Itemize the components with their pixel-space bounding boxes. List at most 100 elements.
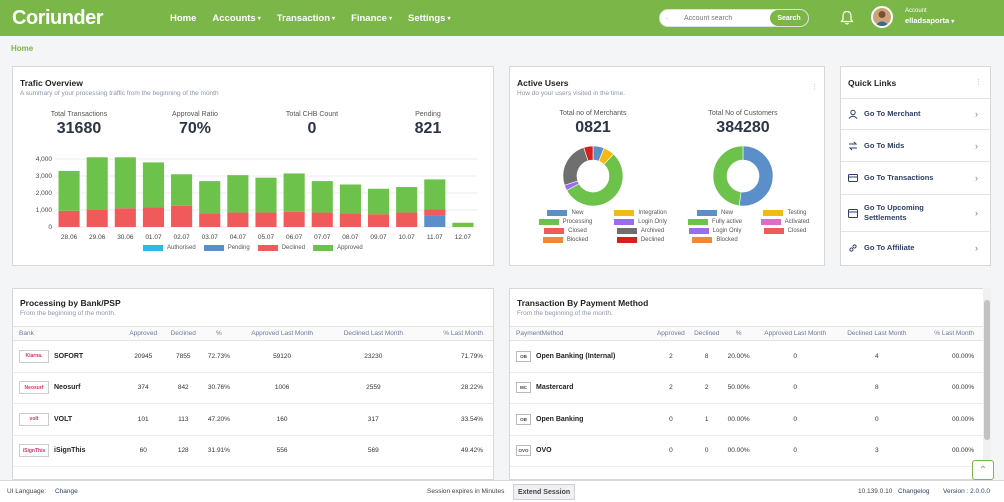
bar-pending-11.07[interactable] (424, 215, 446, 227)
changelog-link[interactable]: Changelog (898, 488, 930, 495)
legend-item-archived[interactable]: Archived (603, 228, 678, 234)
dropdown-icon[interactable]: · (665, 13, 669, 23)
change-language-link[interactable]: Change (55, 488, 78, 495)
column-header[interactable]: Declined Last Month (328, 326, 418, 341)
slice-processing[interactable] (566, 153, 624, 207)
legend-item-approved[interactable]: Approved (313, 245, 363, 251)
nav-item-transaction[interactable]: Transaction ▾ (277, 13, 335, 24)
bar-declined-06.07[interactable] (283, 211, 305, 227)
quick-link-go-to-upcoming-settlements[interactable]: Go To Upcoming Settlements › (841, 194, 992, 231)
bar-declined-30.06[interactable] (114, 208, 136, 227)
legend-item-blocked[interactable]: Blocked (528, 237, 603, 243)
bar-approved-06.07[interactable] (283, 173, 305, 212)
table-row[interactable]: iSignThis iSignThis 60 128 31.91% 556 569 49.42… (13, 435, 493, 467)
more-icon[interactable]: ⋮ (975, 79, 982, 86)
legend-item-pending[interactable]: Pending (203, 245, 250, 251)
bar-approved-28.06[interactable] (58, 170, 80, 211)
legend-item-new[interactable]: New (680, 210, 750, 216)
legend-item-login-only[interactable]: Login Only (680, 228, 750, 234)
table-row[interactable]: volt VOLT 101 113 47.20% 160 317 33.54% (13, 403, 493, 436)
bar-approved-08.07[interactable] (339, 184, 361, 214)
column-header[interactable]: % Last Month (417, 326, 493, 341)
bar-approved-01.07[interactable] (142, 162, 165, 208)
bar-approved-02.07[interactable] (171, 174, 193, 206)
bar-approved-10.07[interactable] (396, 187, 418, 213)
legend-item-activated[interactable]: Activated (750, 219, 820, 225)
bar-approved-03.07[interactable] (199, 181, 221, 214)
column-header[interactable]: Approved (652, 326, 690, 341)
slice-archived[interactable] (562, 147, 589, 186)
slice-declined[interactable] (583, 145, 594, 162)
bar-approved-07.07[interactable] (311, 181, 333, 213)
table-row[interactable]: OB Open Banking (Internal) 2 8 20.00% 0 4 00.00… (510, 340, 984, 373)
account-menu[interactable]: Account elladsaporta ▾ (905, 8, 954, 25)
bar-declined-08.07[interactable] (339, 213, 361, 227)
more-icon[interactable]: ⋮ (811, 84, 818, 91)
quick-link-go-to-affiliate[interactable]: Go To Affiliate › (841, 231, 992, 264)
column-header[interactable]: Approved (122, 326, 165, 341)
nav-item-home[interactable]: Home (170, 13, 196, 24)
slice-fully-active[interactable] (712, 145, 744, 207)
bar-approved-29.06[interactable] (86, 157, 108, 210)
bar-declined-09.07[interactable] (367, 214, 390, 227)
table-row[interactable]: OVO OVO 0 0 00.00% 0 3 00.00% (510, 435, 984, 467)
quick-link-go-to-merchant[interactable]: Go To Merchant › (841, 98, 992, 129)
bar-declined-28.06[interactable] (58, 210, 80, 227)
scroll-top-button[interactable]: ⌃ (972, 460, 994, 480)
nav-item-settings[interactable]: Settings ▾ (408, 13, 451, 24)
bar-declined-07.07[interactable] (311, 212, 333, 227)
column-header[interactable]: Declined (689, 326, 724, 341)
account-search-input[interactable] (674, 14, 766, 22)
legend-item-integration[interactable]: Integration (603, 210, 678, 216)
bar-approved-09.07[interactable] (367, 188, 390, 215)
column-header[interactable]: % Last Month (916, 326, 984, 341)
column-header[interactable]: Approved Last Month (753, 326, 837, 341)
bar-declined-02.07[interactable] (171, 205, 193, 227)
extend-session-button[interactable]: Extend Session (513, 484, 576, 500)
bar-declined-11.07[interactable] (424, 209, 446, 216)
legend-item-closed[interactable]: Closed (528, 228, 603, 234)
bar-declined-01.07[interactable] (142, 207, 165, 227)
nav-item-finance[interactable]: Finance ▾ (351, 13, 392, 24)
bar-approved-04.07[interactable] (227, 175, 249, 213)
bar-declined-03.07[interactable] (199, 213, 221, 227)
legend-item-login-only[interactable]: Login Only (603, 219, 678, 225)
column-header[interactable]: % (202, 326, 236, 341)
column-header[interactable]: Declined (164, 326, 203, 341)
legend-item-declined[interactable]: Declined (603, 237, 678, 243)
table-row[interactable]: MC Mastercard 2 2 50.00% 0 8 00.00% (510, 372, 984, 404)
scrollbar-thumb[interactable] (984, 300, 990, 440)
table-row[interactable]: Klarna. SOFORT 20945 7855 72.73% 59120 23230 71… (13, 340, 493, 373)
legend-item-testing[interactable]: Testing (750, 210, 820, 216)
bar-approved-30.06[interactable] (114, 157, 136, 209)
column-header[interactable]: Bank (13, 326, 123, 341)
column-header[interactable]: % (723, 326, 754, 341)
quick-link-go-to-mids[interactable]: Go To Mids › (841, 129, 992, 161)
column-header[interactable]: Declined Last Month (836, 326, 917, 341)
legend-item-authorised[interactable]: Authorised (143, 245, 196, 251)
legend-item-declined[interactable]: Declined (257, 245, 305, 251)
legend-item-processing[interactable]: Processing (528, 219, 603, 225)
legend-item-new[interactable]: New (528, 210, 603, 216)
scrollbar[interactable] (983, 288, 991, 480)
legend-item-fully-active[interactable]: Fully active (680, 219, 750, 225)
table-row[interactable]: Neosurf Neosurf 374 842 30.76% 1006 2559 28.22% (13, 372, 493, 404)
bell-icon[interactable] (840, 10, 854, 26)
nav-item-accounts[interactable]: Accounts ▾ (212, 13, 260, 24)
quick-link-go-to-transactions[interactable]: Go To Transactions › (841, 161, 992, 194)
bar-declined-10.07[interactable] (396, 212, 418, 227)
logo[interactable]: Coriunder (12, 7, 104, 29)
legend-item-closed[interactable]: Closed (750, 228, 820, 234)
bar-approved-11.07[interactable] (424, 179, 446, 210)
table-row[interactable]: OB Open Banking 0 1 00.00% 0 0 00.00% (510, 403, 984, 436)
column-header[interactable]: Approved Last Month (235, 326, 329, 341)
bar-approved-05.07[interactable] (255, 177, 277, 213)
slice-new[interactable] (738, 145, 774, 207)
bar-declined-04.07[interactable] (227, 212, 249, 227)
avatar[interactable] (871, 6, 893, 28)
bar-declined-29.06[interactable] (86, 210, 108, 227)
breadcrumb[interactable]: Home (11, 44, 34, 53)
legend-item-blocked[interactable]: Blocked (680, 237, 750, 243)
column-header[interactable]: PaymentMethod (510, 326, 653, 341)
search-button[interactable]: Search (770, 10, 808, 26)
